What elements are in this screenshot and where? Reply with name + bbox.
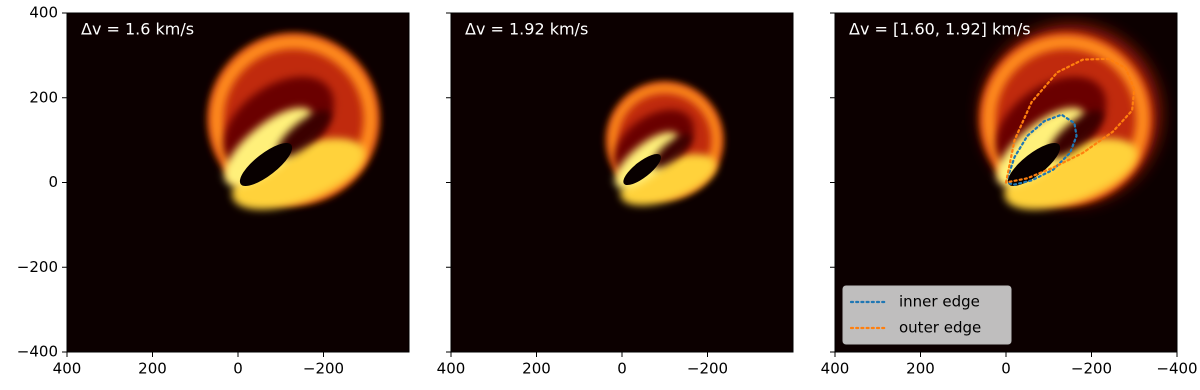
x-tick-label: 400 [53,360,82,378]
x-tick-label: −200 [303,360,344,378]
y-tick-label: −400 [17,343,58,361]
panel-title: Δv = 1.92 km/s [465,20,588,39]
x-tick-label: 0 [233,360,243,378]
dark-hole [652,133,692,168]
x-tick-label: 400 [821,360,850,378]
inner-hole [623,154,661,186]
x-tick-label: −200 [687,360,728,378]
legend-label: inner edge [899,293,980,311]
x-tick-label: 0 [1001,360,1011,378]
x-tick-label: −200 [1071,360,1112,378]
panel: Δv = 1.6 km/s 400 200 0 −200 −400 −200 0 200 400 [17,4,410,378]
panel-title: Δv = [1.60, 1.92] km/s [849,20,1031,39]
y-tick-label: 0 [48,173,58,191]
bright-lobe [620,154,717,206]
panel: Δv = 1.92 km/s 400 200 0 −200 [437,12,794,378]
x-tick-label: 200 [906,360,935,378]
legend-box [842,285,1012,345]
edge-curve [1004,57,1136,184]
x-tick-label: 0 [617,360,627,378]
panel: Δv = [1.60, 1.92] km/s 400 200 0 −200 −400 inn… [821,12,1198,378]
edge-curve [1004,113,1078,186]
bright-lobe [224,107,314,187]
x-tick-label: 400 [437,360,466,378]
x-tick-label: 200 [522,360,551,378]
panel-title: Δv = 1.6 km/s [81,20,194,39]
y-tick-label: 200 [29,88,58,106]
inner-hole [1007,142,1061,187]
intensity-image [980,24,1161,210]
bright-lobe [1004,138,1138,210]
intensity-image [208,33,380,210]
intensity-image [607,82,723,206]
x-tick-label: 200 [138,360,167,378]
x-tick-label: −400 [1156,360,1197,378]
y-tick-label: −200 [17,258,58,276]
bright-lobe [232,138,366,210]
y-tick-label: 400 [29,4,58,22]
inner-hole [239,142,293,187]
legend-label: outer edge [899,319,981,337]
